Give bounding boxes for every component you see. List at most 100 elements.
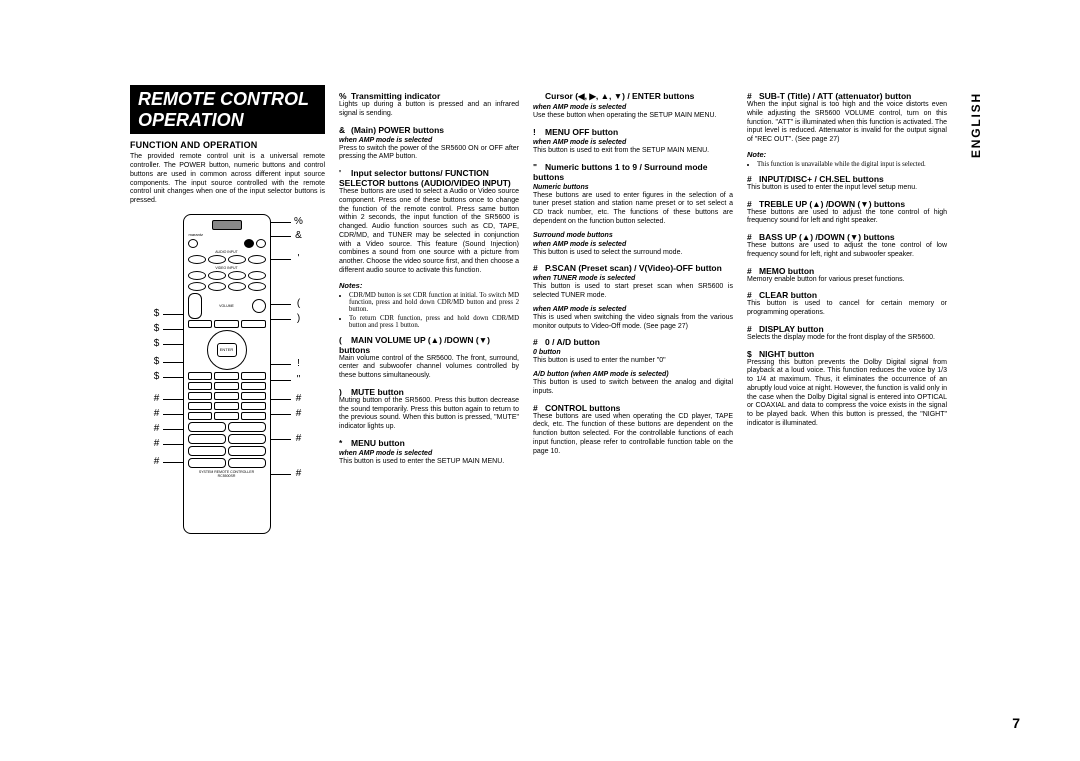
section-heading: #TREBLE UP (▲) /DOWN (▼) buttons <box>747 199 947 209</box>
section-body: These buttons are used to adjust the ton… <box>747 242 947 260</box>
callout-label: ' <box>293 253 305 264</box>
section-body: Press to switch the power of the SR5600 … <box>339 145 519 163</box>
callout-line <box>163 344 183 345</box>
callout-label: $ <box>151 371 163 382</box>
section-body: Selects the display mode for the front d… <box>747 334 947 343</box>
section-body: This button is used to start preset scan… <box>533 283 733 301</box>
section-heading: !MENU OFF button <box>533 127 733 137</box>
callout-label: # <box>151 393 163 404</box>
section-body: Main volume control of the SR5600. The f… <box>339 355 519 381</box>
section-heading: #0 / A/D button <box>533 337 733 347</box>
callout-line <box>271 380 291 381</box>
callout-line <box>271 259 291 260</box>
section-body: When the input signal is too high and th… <box>747 101 947 145</box>
column-1: REMOTE CONTROL OPERATION FUNCTION AND OP… <box>130 85 325 665</box>
callout-line <box>271 414 291 415</box>
function-operation-heading: FUNCTION AND OPERATION <box>130 140 325 150</box>
page-columns: REMOTE CONTROL OPERATION FUNCTION AND OP… <box>130 85 1020 665</box>
callout-label: # <box>293 433 305 444</box>
section-body: These buttons are used to select a Audio… <box>339 188 519 276</box>
section-body: This button is used to switch between th… <box>533 379 733 397</box>
section-subhead: when AMP mode is selected <box>533 241 733 248</box>
enter-button: ENTER <box>217 343 237 357</box>
section-heading: #INPUT/DISC+ / CH.SEL buttons <box>747 174 947 184</box>
section-body: This button is used to cancel for certai… <box>747 300 947 318</box>
section-body: Pressing this button prevents the Dolby … <box>747 359 947 429</box>
section-subhead: 0 button <box>533 349 733 356</box>
section-heading: %Transmitting indicator <box>339 91 519 101</box>
callout-label: ) <box>293 313 305 324</box>
section-body: This button is used to select the surrou… <box>533 249 733 258</box>
column-2: %Transmitting indicatorLights up during … <box>339 85 519 665</box>
callout-line <box>271 399 291 400</box>
callout-line <box>271 364 291 365</box>
section-heading: #CONTROL buttons <box>533 403 733 413</box>
callout-line <box>163 444 183 445</box>
brand-label: marantz <box>189 232 265 237</box>
page-number: 7 <box>1012 715 1020 731</box>
callout-line <box>163 314 183 315</box>
section-body: Use these button when operating the SETU… <box>533 112 733 121</box>
callout-label: # <box>151 423 163 434</box>
section-subhead: when AMP mode is selected <box>533 139 733 146</box>
section-body: These buttons are used to enter figures … <box>533 192 733 227</box>
callout-label: # <box>151 408 163 419</box>
section-subhead: when TUNER mode is selected <box>533 275 733 282</box>
section-heading: #MEMO button <box>747 266 947 276</box>
section-body: Muting button of the SR5600. Press this … <box>339 397 519 432</box>
note-item: This function is unavailable while the d… <box>757 161 947 168</box>
section-body: These buttons are used when operating th… <box>533 413 733 457</box>
callout-line <box>163 429 183 430</box>
cursor-pad: ENTER <box>207 330 247 370</box>
section-heading: )MUTE button <box>339 387 519 397</box>
callout-line <box>271 304 291 305</box>
notes-list: CDR/MD button is set CDR function at ini… <box>339 292 519 329</box>
section-subhead: when AMP mode is selected <box>339 137 519 144</box>
section-heading: #CLEAR button <box>747 290 947 300</box>
callout-label: " <box>293 374 305 385</box>
section-heading: Cursor (◀, ▶, ▲, ▼) / ENTER buttons <box>533 91 733 102</box>
callout-line <box>163 362 183 363</box>
callout-line <box>271 439 291 440</box>
callout-line <box>271 474 291 475</box>
section-heading: *MENU button <box>339 438 519 448</box>
section-body: This button is used to exit from the SET… <box>533 147 733 156</box>
manual-page: REMOTE CONTROL OPERATION FUNCTION AND OP… <box>0 0 1080 761</box>
section-body: Lights up during a button is pressed and… <box>339 101 519 119</box>
section-heading: &(Main) POWER buttons <box>339 125 519 135</box>
remote-diagram: $$$$$##### %&'()!"#### marantz AUDIO INP… <box>133 214 323 584</box>
section-body: This button is used to enter the SETUP M… <box>339 458 519 467</box>
ir-window <box>212 220 242 230</box>
notes-heading: Notes: <box>339 281 519 290</box>
section-heading: "Numeric buttons 1 to 9 / Surround mode … <box>533 162 733 182</box>
callout-label: # <box>293 393 305 404</box>
section-subhead: A/D button (when AMP mode is selected) <box>533 371 733 378</box>
callout-line <box>163 399 183 400</box>
column-3: Cursor (◀, ▶, ▲, ▼) / ENTER buttons when … <box>533 85 733 665</box>
column-4: #SUB-T (Title) / ATT (attenuator) button… <box>747 85 947 665</box>
section-subhead: when AMP mode is selected <box>533 306 733 313</box>
section-subhead: when AMP mode is selected <box>339 450 519 457</box>
section-subhead: when AMP mode is selected <box>533 104 733 111</box>
callout-label: # <box>293 408 305 419</box>
callout-line <box>163 329 183 330</box>
section-heading: #DISPLAY button <box>747 324 947 334</box>
callout-label: $ <box>151 338 163 349</box>
notes-list: This function is unavailable while the d… <box>747 161 947 168</box>
section-heading: #BASS UP (▲) /DOWN (▼) buttons <box>747 232 947 242</box>
callout-label: $ <box>151 356 163 367</box>
callout-label: & <box>293 230 305 241</box>
callout-line <box>271 236 291 237</box>
notes-heading: Note: <box>747 150 947 159</box>
callout-line <box>271 319 291 320</box>
intro-text: The provided remote control unit is a un… <box>130 153 325 206</box>
section-heading: #P.SCAN (Preset scan) / V(Video)-OFF but… <box>533 263 733 273</box>
callout-label: # <box>151 456 163 467</box>
callout-label: $ <box>151 323 163 334</box>
callout-line <box>163 414 183 415</box>
language-tab-column: ENGLISH <box>961 85 1006 665</box>
callout-label: # <box>151 438 163 449</box>
callout-label: # <box>293 468 305 479</box>
page-title: REMOTE CONTROL OPERATION <box>130 85 325 134</box>
section-heading: (MAIN VOLUME UP (▲) /DOWN (▼) buttons <box>339 335 519 355</box>
